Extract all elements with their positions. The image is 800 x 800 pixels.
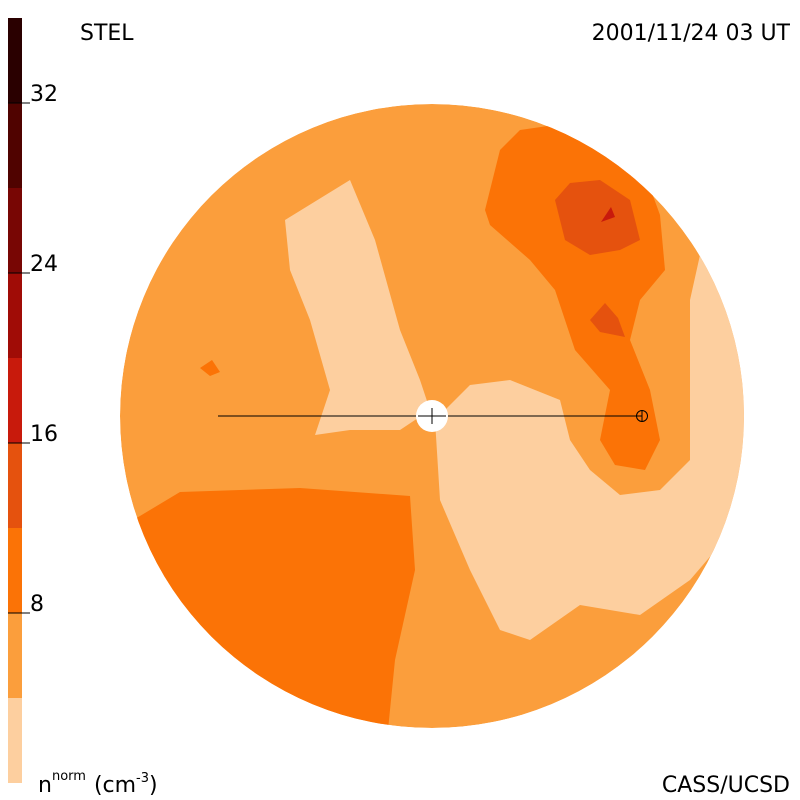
colorbar: 8 16 24 32 (8, 18, 58, 783)
colorbar-tick-label: 16 (30, 422, 58, 447)
colorbar-tick-label: 8 (30, 592, 44, 617)
colorbar-band (8, 698, 22, 783)
colorbar-band (8, 273, 22, 358)
colorbar-band (8, 358, 22, 443)
header-right: 2001/11/24 03 UT (592, 21, 791, 46)
contour-region (601, 207, 615, 222)
density-map (120, 104, 744, 728)
colorbar-band (8, 188, 22, 273)
label-superscript: norm (52, 769, 86, 784)
contour-region (200, 360, 220, 376)
colorbar-label: nnorm (cm-3) (38, 769, 158, 798)
contour-region (555, 180, 640, 255)
colorbar-tick-label: 32 (30, 82, 58, 107)
colorbar-band (8, 443, 22, 528)
contour-region (435, 255, 744, 640)
colorbar-band (8, 18, 22, 103)
label-symbol: n (38, 773, 52, 798)
label-exponent: -3 (136, 771, 149, 786)
colorbar-band (8, 103, 22, 188)
label-unit: ) (149, 773, 158, 798)
contour-region (590, 303, 625, 337)
contour-region (120, 488, 415, 728)
colorbar-band (8, 613, 22, 698)
contour-region (285, 180, 430, 435)
colorbar-tick-label: 24 (30, 252, 58, 277)
footer-right: CASS/UCSD (662, 773, 790, 798)
label-unit: (cm (94, 773, 136, 798)
colorbar-band (8, 528, 22, 613)
header-left: STEL (80, 21, 134, 46)
